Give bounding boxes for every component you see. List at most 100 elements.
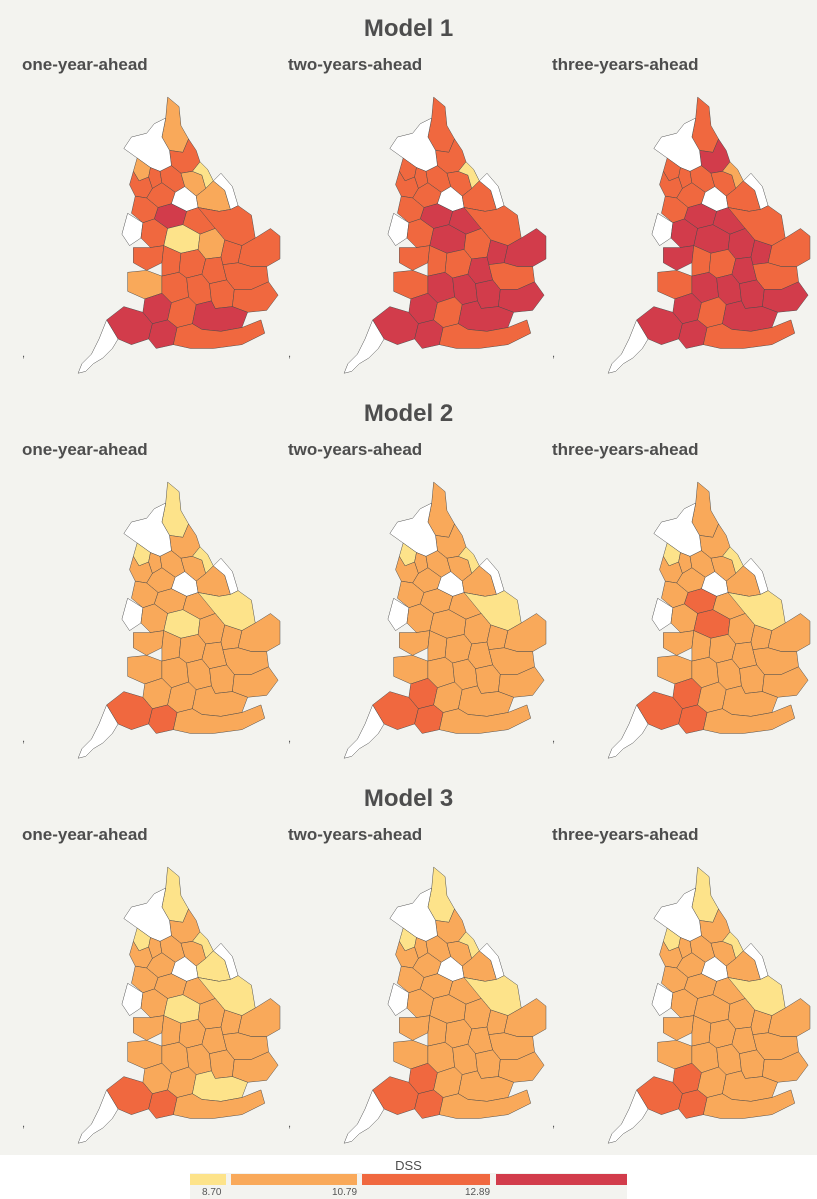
region-2 [389, 117, 438, 172]
region-28 [393, 655, 429, 685]
choropleth-map [607, 866, 811, 1144]
choropleth-map [607, 96, 811, 374]
region-25 [708, 634, 736, 664]
region-17 [651, 598, 674, 631]
model-title: Model 1 [363, 15, 454, 42]
choropleth-map [77, 866, 281, 1144]
horizon-label: one-year-ahead [22, 440, 148, 459]
region-38 [173, 704, 265, 734]
region-2 [389, 502, 438, 557]
choropleth-map [607, 481, 811, 759]
region-37 [414, 704, 444, 734]
region-28 [393, 1040, 429, 1070]
horizon-label: two-years-ahead [288, 440, 423, 459]
map-marker: , [22, 1118, 26, 1130]
region-25 [444, 634, 472, 664]
region-23 [133, 245, 165, 271]
region-17 [121, 983, 144, 1016]
region-38 [703, 704, 795, 734]
horizon-label: three-years-ahead [552, 825, 699, 844]
region-cornwall-coast [607, 704, 649, 759]
region-23 [399, 630, 431, 656]
choropleth-map [77, 96, 281, 374]
horizon-label: one-year-ahead [22, 55, 148, 74]
region-17 [651, 213, 674, 246]
region-25 [708, 1019, 736, 1049]
region-28 [393, 270, 429, 300]
map-marker: , [288, 733, 292, 745]
region-28 [657, 1040, 693, 1070]
region-25 [178, 634, 206, 664]
region-17 [651, 983, 674, 1016]
region-28 [657, 655, 693, 685]
region-28 [127, 655, 163, 685]
region-37 [414, 1089, 444, 1119]
map-marker: , [288, 348, 292, 360]
region-17 [121, 213, 144, 246]
region-38 [703, 1089, 795, 1119]
region-23 [663, 1015, 695, 1041]
region-28 [127, 1040, 163, 1070]
map-marker: , [552, 733, 556, 745]
region-28 [127, 270, 163, 300]
region-17 [121, 598, 144, 631]
legend-tick-3: 12.89 [465, 1187, 491, 1198]
region-2 [123, 502, 172, 557]
region-37 [148, 704, 178, 734]
horizon-label: three-years-ahead [552, 440, 699, 459]
region-38 [439, 704, 531, 734]
region-28 [657, 270, 693, 300]
region-37 [148, 319, 178, 349]
horizon-label: three-years-ahead [552, 55, 699, 74]
region-2 [653, 887, 702, 942]
region-38 [173, 1089, 265, 1119]
map-marker: , [552, 348, 556, 360]
region-23 [133, 630, 165, 656]
legend-title: DSS [395, 1158, 422, 1173]
choropleth-map [77, 481, 281, 759]
region-23 [399, 1015, 431, 1041]
region-2 [653, 117, 702, 172]
region-23 [663, 245, 695, 271]
region-37 [678, 1089, 708, 1119]
map-marker: , [552, 1118, 556, 1130]
region-37 [678, 319, 708, 349]
region-cornwall-coast [607, 1089, 649, 1144]
region-cornwall-coast [77, 319, 119, 374]
model-title: Model 2 [363, 400, 454, 427]
region-cornwall-coast [343, 704, 385, 759]
legend-tick-1: 8.70 [202, 1187, 222, 1198]
region-2 [123, 887, 172, 942]
region-17 [387, 983, 410, 1016]
region-17 [387, 598, 410, 631]
region-25 [178, 249, 206, 279]
region-2 [653, 502, 702, 557]
region-23 [133, 1015, 165, 1041]
horizon-label: one-year-ahead [22, 825, 148, 844]
region-25 [444, 249, 472, 279]
region-2 [389, 887, 438, 942]
region-37 [414, 319, 444, 349]
legend-swatch-2 [231, 1174, 357, 1185]
horizon-label: two-years-ahead [288, 55, 423, 74]
region-38 [439, 1089, 531, 1119]
region-cornwall-coast [77, 1089, 119, 1144]
choropleth-map [343, 866, 547, 1144]
map-marker: , [22, 348, 26, 360]
model-title: Model 3 [363, 785, 454, 812]
legend-swatch-1 [190, 1174, 226, 1185]
region-cornwall-coast [343, 1089, 385, 1144]
region-37 [678, 704, 708, 734]
region-38 [173, 319, 265, 349]
region-2 [123, 117, 172, 172]
region-37 [148, 1089, 178, 1119]
region-38 [703, 319, 795, 349]
region-38 [439, 319, 531, 349]
map-marker: , [288, 1118, 292, 1130]
region-23 [399, 245, 431, 271]
region-cornwall-coast [607, 319, 649, 374]
choropleth-map [343, 96, 547, 374]
region-25 [708, 249, 736, 279]
region-23 [663, 630, 695, 656]
region-25 [178, 1019, 206, 1049]
